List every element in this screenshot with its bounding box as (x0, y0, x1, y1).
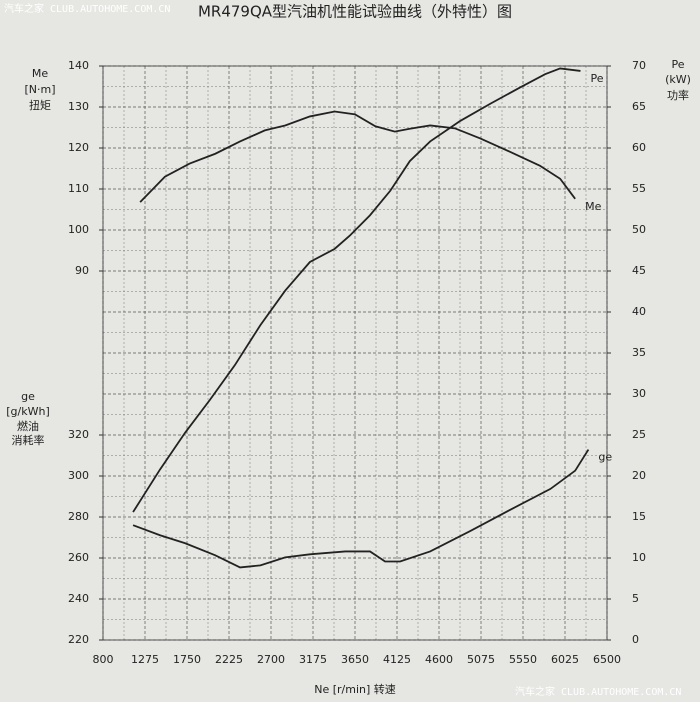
x-axis-label: Ne [r/min] 转速 (314, 682, 396, 696)
y2-tick-label: 10 (632, 551, 646, 564)
y2-tick-label: 30 (632, 387, 646, 400)
watermark: 汽车之家 CLUB.AUTOHOME.COM.CN (4, 2, 170, 15)
y-tick-label: 100 (68, 223, 89, 236)
y-axis-label: [N·m] (24, 83, 55, 96)
y-tick-label: 90 (75, 264, 89, 277)
y3-tick-label: 320 (68, 428, 89, 441)
y2-tick-label: 60 (632, 141, 646, 154)
x-tick-label: 6500 (593, 653, 621, 666)
y2-tick-label: 20 (632, 469, 646, 482)
y2-tick-label: 0 (632, 633, 639, 646)
y-axis-label: Me (32, 67, 48, 80)
curve-label: Pe (590, 72, 603, 85)
y2-tick-label: 70 (632, 59, 646, 72)
y3-axis-label: 消耗率 (12, 433, 45, 447)
y2-tick-label: 15 (632, 510, 646, 523)
y3-tick-label: 260 (68, 551, 89, 564)
x-tick-label: 6025 (551, 653, 579, 666)
curve (132, 449, 590, 569)
x-tick-label: 1275 (131, 653, 159, 666)
x-tick-label: 5075 (467, 653, 495, 666)
y2-axis-label: (kW) (665, 73, 691, 86)
y-tick-label: 120 (68, 141, 89, 154)
curve-label: ge (598, 451, 612, 464)
watermark: 汽车之家 CLUB.AUTOHOME.COM.CN (515, 685, 681, 698)
x-tick-label: 4600 (425, 653, 453, 666)
y3-axis-label: ge (21, 390, 35, 403)
curve-label: Me (585, 200, 601, 213)
y-axis-label: 扭矩 (29, 98, 51, 112)
y2-tick-label: 40 (632, 305, 646, 318)
plot-frame (102, 65, 608, 641)
y3-tick-label: 240 (68, 592, 89, 605)
y2-axis-label: 功率 (667, 88, 689, 102)
curve (139, 110, 576, 203)
y2-tick-label: 45 (632, 264, 646, 277)
y3-tick-label: 300 (68, 469, 89, 482)
x-tick-label: 3650 (341, 653, 369, 666)
chart-title: MR479QA型汽油机性能试验曲线（外特性）图 (198, 3, 512, 21)
y2-tick-label: 65 (632, 100, 646, 113)
y2-tick-label: 25 (632, 428, 646, 441)
x-tick-label: 3175 (299, 653, 327, 666)
x-tick-label: 5550 (509, 653, 537, 666)
y3-tick-label: 280 (68, 510, 89, 523)
y3-tick-label: 220 (68, 633, 89, 646)
y2-axis-label: Pe (671, 58, 684, 71)
curve (132, 67, 581, 513)
y2-tick-label: 35 (632, 346, 646, 359)
y3-axis-label: 燃油 (17, 419, 39, 433)
y-tick-label: 140 (68, 59, 89, 72)
y2-tick-label: 50 (632, 223, 646, 236)
y-tick-label: 130 (68, 100, 89, 113)
x-tick-label: 800 (93, 653, 114, 666)
y3-axis-label: [g/kWh] (6, 405, 50, 418)
x-tick-label: 1750 (173, 653, 201, 666)
x-tick-label: 2225 (215, 653, 243, 666)
y-tick-label: 110 (68, 182, 89, 195)
x-tick-label: 4125 (383, 653, 411, 666)
y2-tick-label: 55 (632, 182, 646, 195)
x-tick-label: 2700 (257, 653, 285, 666)
y2-tick-label: 5 (632, 592, 639, 605)
